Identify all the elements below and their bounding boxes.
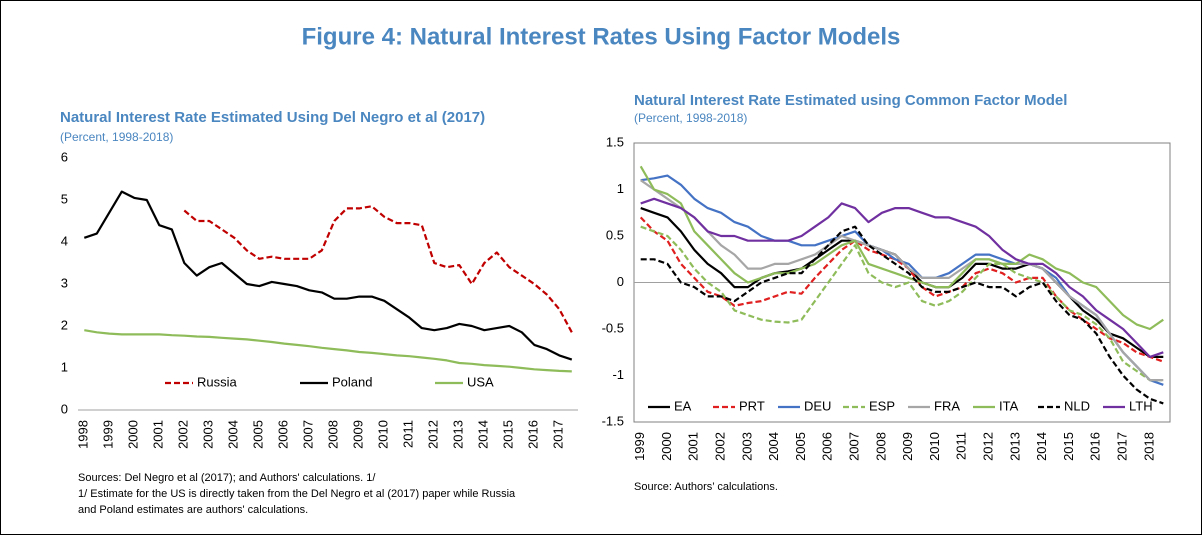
x-tick-label: 2013 [1007, 432, 1022, 461]
x-tick-label: 2013 [451, 420, 466, 449]
x-tick-label: 2009 [351, 420, 366, 449]
source-note: Source: Authors’ calculations. [634, 481, 778, 493]
x-tick-label: 2001 [151, 420, 166, 449]
series-line [640, 225, 1164, 405]
x-tick-label: 1999 [632, 432, 647, 461]
x-tick-label: 2000 [659, 432, 674, 461]
x-tick-label: 2016 [1088, 432, 1103, 461]
chart-title: Natural Interest Rate Estimated using Co… [634, 92, 1067, 109]
x-tick-label: 2007 [847, 432, 862, 461]
y-tick-label: -1.5 [602, 413, 624, 428]
x-tick-label: 2004 [766, 432, 781, 461]
chart-title: Natural Interest Rate Estimated Using De… [60, 109, 485, 126]
x-tick-label: 2012 [981, 432, 996, 461]
x-tick-label: 2005 [793, 432, 808, 461]
x-tick-label: 2016 [526, 420, 541, 449]
y-tick-label: 1.5 [606, 134, 624, 149]
y-tick-label: 4 [61, 233, 68, 248]
y-tick-label: -0.5 [602, 320, 624, 335]
x-tick-label: 2008 [873, 432, 888, 461]
x-tick-label: 2008 [326, 420, 341, 449]
series-line [640, 174, 1164, 386]
x-tick-label: 2007 [301, 420, 316, 449]
x-tick-label: 2015 [1061, 432, 1076, 461]
x-tick-label: 2005 [251, 420, 266, 449]
legend-label: PRT [739, 398, 765, 413]
series-line [84, 329, 572, 373]
series-line [639, 165, 1164, 331]
x-tick-label: 2018 [1141, 432, 1156, 461]
legend-label: ESP [869, 398, 895, 413]
y-tick-label: 0 [61, 401, 68, 416]
x-tick-label: 2011 [401, 420, 416, 448]
legend-label: FRA [934, 398, 960, 413]
x-tick-label: 2017 [1115, 432, 1130, 461]
y-tick-label: 3 [61, 275, 68, 290]
series-line [183, 205, 573, 333]
source-note: 1/ Estimate for the US is directly taken… [78, 488, 516, 500]
y-tick-label: 5 [61, 191, 68, 206]
x-tick-label: 1998 [76, 420, 91, 449]
source-note: and Poland estimates are authors' calcul… [78, 504, 308, 516]
series-line [640, 225, 1164, 382]
x-tick-label: 2017 [551, 420, 566, 449]
y-tick-label: 0.5 [606, 227, 624, 242]
chart-subtitle: (Percent, 1998-2018) [60, 130, 173, 144]
x-tick-label: 2009 [900, 432, 915, 461]
figure-title: Figure 4: Natural Interest Rates Using F… [302, 23, 901, 50]
source-note: Sources: Del Negro et al (2017); and Aut… [78, 472, 376, 484]
x-tick-label: 2014 [476, 420, 491, 449]
x-tick-label: 2004 [226, 420, 241, 449]
x-tick-label: 2014 [1034, 432, 1049, 461]
legend-label: NLD [1064, 398, 1090, 413]
x-tick-label: 2006 [820, 432, 835, 461]
x-tick-label: 2010 [376, 420, 391, 449]
legend-label: Poland [332, 374, 372, 389]
y-tick-label: 0 [617, 274, 624, 289]
y-tick-label: 1 [61, 359, 68, 374]
x-tick-label: 2010 [927, 432, 942, 461]
series-line [83, 190, 573, 361]
y-tick-label: 2 [61, 317, 68, 332]
x-tick-label: 2001 [686, 432, 701, 461]
x-tick-label: 2002 [713, 432, 728, 461]
x-tick-label: 1999 [101, 420, 116, 449]
x-tick-label: 2011 [954, 432, 969, 460]
y-tick-label: -1 [612, 367, 624, 382]
series-line [639, 216, 1164, 363]
legend-label: Russia [197, 374, 238, 389]
x-tick-label: 2003 [739, 432, 754, 461]
x-tick-label: 2006 [276, 420, 291, 449]
x-tick-label: 2000 [126, 420, 141, 449]
y-tick-label: 6 [61, 149, 68, 164]
legend-label: DEU [804, 398, 831, 413]
x-tick-label: 2002 [176, 420, 191, 449]
legend-label: EA [674, 398, 692, 413]
legend-label: ITA [999, 398, 1019, 413]
y-tick-label: 1 [617, 181, 624, 196]
series-line [640, 197, 1164, 358]
legend-label: USA [467, 374, 494, 389]
legend-label: LTH [1129, 398, 1153, 413]
x-tick-label: 2015 [501, 420, 516, 449]
series-line [640, 179, 1164, 382]
x-tick-label: 2012 [426, 420, 441, 449]
chart-subtitle: (Percent, 1998-2018) [634, 111, 747, 125]
x-tick-label: 2003 [201, 420, 216, 449]
